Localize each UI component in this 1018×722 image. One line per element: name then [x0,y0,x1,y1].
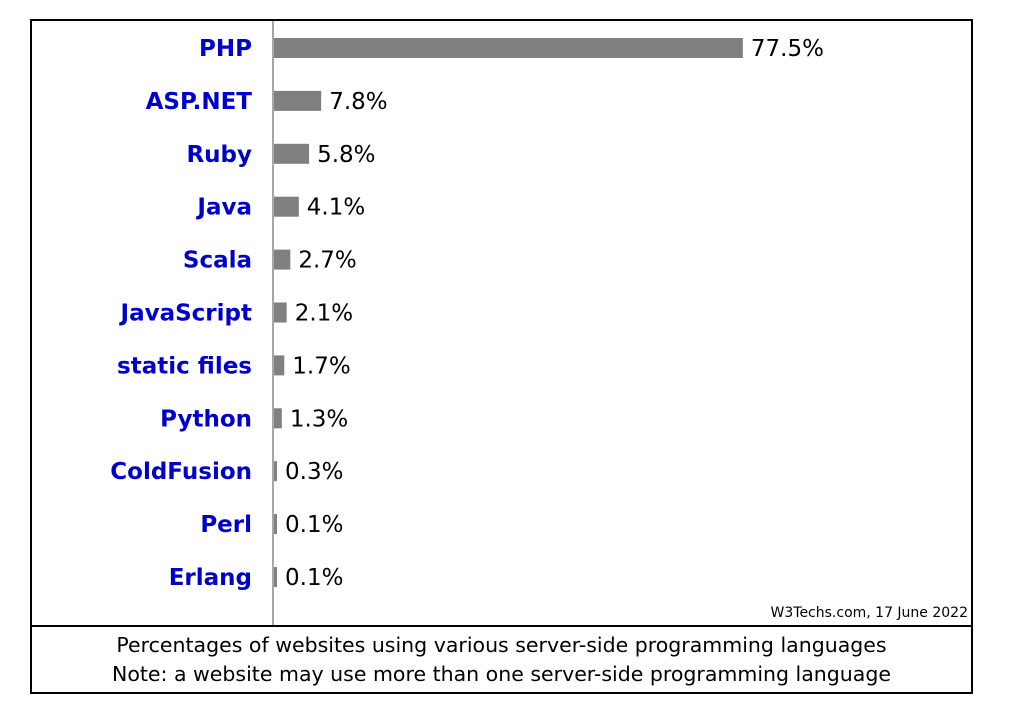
category-label-coldfusion: ColdFusion [110,459,252,485]
category-label-java: Java [195,195,252,221]
bar-ruby [274,143,310,164]
category-label-asp-net: ASP.NET [146,89,253,115]
value-label-ruby: 5.8% [317,142,375,168]
chart-canvas: PHP 77.5% ASP.NET 7.8% Ruby 5.8% Java 4.1% Scala… [110,21,824,627]
category-label-scala: Scala [183,248,252,274]
bar-perl [274,514,277,535]
chart-frame: PHP 77.5% ASP.NET 7.8% Ruby 5.8% Java 4.1% Scala… [30,19,973,694]
bar-asp-net [274,90,322,111]
category-label-static-files: static files [117,353,252,379]
bar-static-files [274,355,285,376]
bar-javascript [274,302,287,323]
value-label-asp-net: 7.8% [329,89,387,115]
value-label-python: 1.3% [290,406,348,432]
value-label-static-files: 1.7% [292,353,350,379]
category-label-ruby: Ruby [186,142,252,168]
category-label-erlang: Erlang [169,565,252,591]
bar-erlang [274,567,277,587]
value-label-perl: 0.1% [285,512,343,538]
bar-scala [274,249,291,270]
category-label-python: Python [160,406,252,432]
caption-line-2: Note: a website may use more than one se… [112,662,891,686]
value-label-php: 77.5% [751,36,824,62]
value-label-erlang: 0.1% [285,565,343,591]
category-label-php: PHP [199,36,252,62]
bar-java [274,196,299,217]
bar-coldfusion [274,461,277,482]
category-label-perl: Perl [200,512,252,538]
bar-chart: PHP 77.5% ASP.NET 7.8% Ruby 5.8% Java 4.1% Scala… [32,21,971,627]
value-label-javascript: 2.1% [295,301,353,327]
bar-python [274,408,282,429]
value-label-scala: 2.7% [298,248,356,274]
chart-caption: Percentages of websites using various se… [32,625,971,692]
category-label-javascript: JavaScript [119,301,252,327]
caption-line-1: Percentages of websites using various se… [116,633,887,657]
bar-php [274,38,743,58]
source-credit: W3Techs.com, 17 June 2022 [770,605,968,621]
value-label-coldfusion: 0.3% [285,459,343,485]
value-label-java: 4.1% [307,195,365,221]
